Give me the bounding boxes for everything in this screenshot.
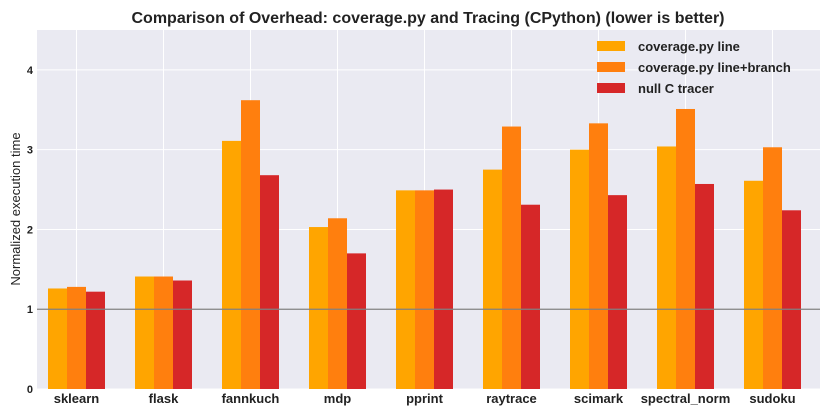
bar-flask-series-0 [135,276,154,389]
bar-mdp-series-0 [309,227,328,389]
legend: coverage.py line coverage.py line+branch n… [597,39,791,96]
bar-flask-series-1 [154,276,173,389]
legend-swatch-2 [597,83,625,93]
y-tick-label-2: 2 [27,224,33,236]
bar-spectral_norm-series-0 [657,146,676,389]
bar-mdp-series-1 [328,218,347,389]
x-tick-label-scimark: scimark [574,391,624,406]
x-tick-label-mdp: mdp [324,391,352,406]
bar-raytrace-series-2 [521,204,540,389]
bar-sklearn-series-0 [48,288,67,389]
y-tick-label-4: 4 [27,65,34,77]
bar-spectral_norm-series-2 [695,183,714,389]
bar-pprint-series-2 [434,189,453,389]
chart-title: Comparison of Overhead: coverage.py and … [132,10,725,27]
legend-swatch-0 [597,41,625,51]
x-tick-label-flask: flask [149,391,179,406]
bar-scimark-series-1 [589,123,608,389]
bar-sudoku-series-1 [763,147,782,389]
legend-label-2: null C tracer [638,81,714,96]
bar-pprint-series-0 [396,190,415,389]
bar-raytrace-series-1 [502,126,521,389]
legend-label-1: coverage.py line+branch [638,60,791,75]
bar-fannkuch-series-0 [222,140,241,389]
legend-swatch-1 [597,62,625,72]
x-tick-label-sklearn: sklearn [54,391,100,406]
bar-sklearn-series-1 [67,286,86,389]
bar-sudoku-series-2 [782,210,801,389]
bar-sudoku-series-0 [744,180,763,389]
bar-fannkuch-series-1 [241,100,260,390]
bar-fannkuch-series-2 [260,175,279,389]
bar-flask-series-2 [173,280,192,389]
bar-scimark-series-0 [570,149,589,389]
legend-label-0: coverage.py line [638,39,740,54]
y-tick-label-1: 1 [27,304,33,316]
y-tick-label-3: 3 [27,145,33,157]
bar-mdp-series-2 [347,253,366,389]
x-tick-label-raytrace: raytrace [486,391,537,406]
bar-scimark-series-2 [608,195,627,389]
bar-pprint-series-1 [415,190,434,389]
bar-sklearn-series-2 [86,291,105,389]
y-axis-ticks: 0 1 2 3 4 [27,65,34,396]
y-tick-label-0: 0 [27,384,33,396]
x-tick-label-pprint: pprint [406,391,443,406]
x-tick-label-sudoku: sudoku [749,391,795,406]
bars [48,100,801,390]
y-axis-label: Normalized execution time [8,132,23,285]
bar-raytrace-series-0 [483,169,502,389]
bar-spectral_norm-series-1 [676,108,695,389]
x-tick-label-fannkuch: fannkuch [222,391,280,406]
x-tick-label-spectral_norm: spectral_norm [641,391,731,406]
x-axis-ticks: sklearn flask fannkuch mdp pprint raytrace sci… [54,391,796,406]
